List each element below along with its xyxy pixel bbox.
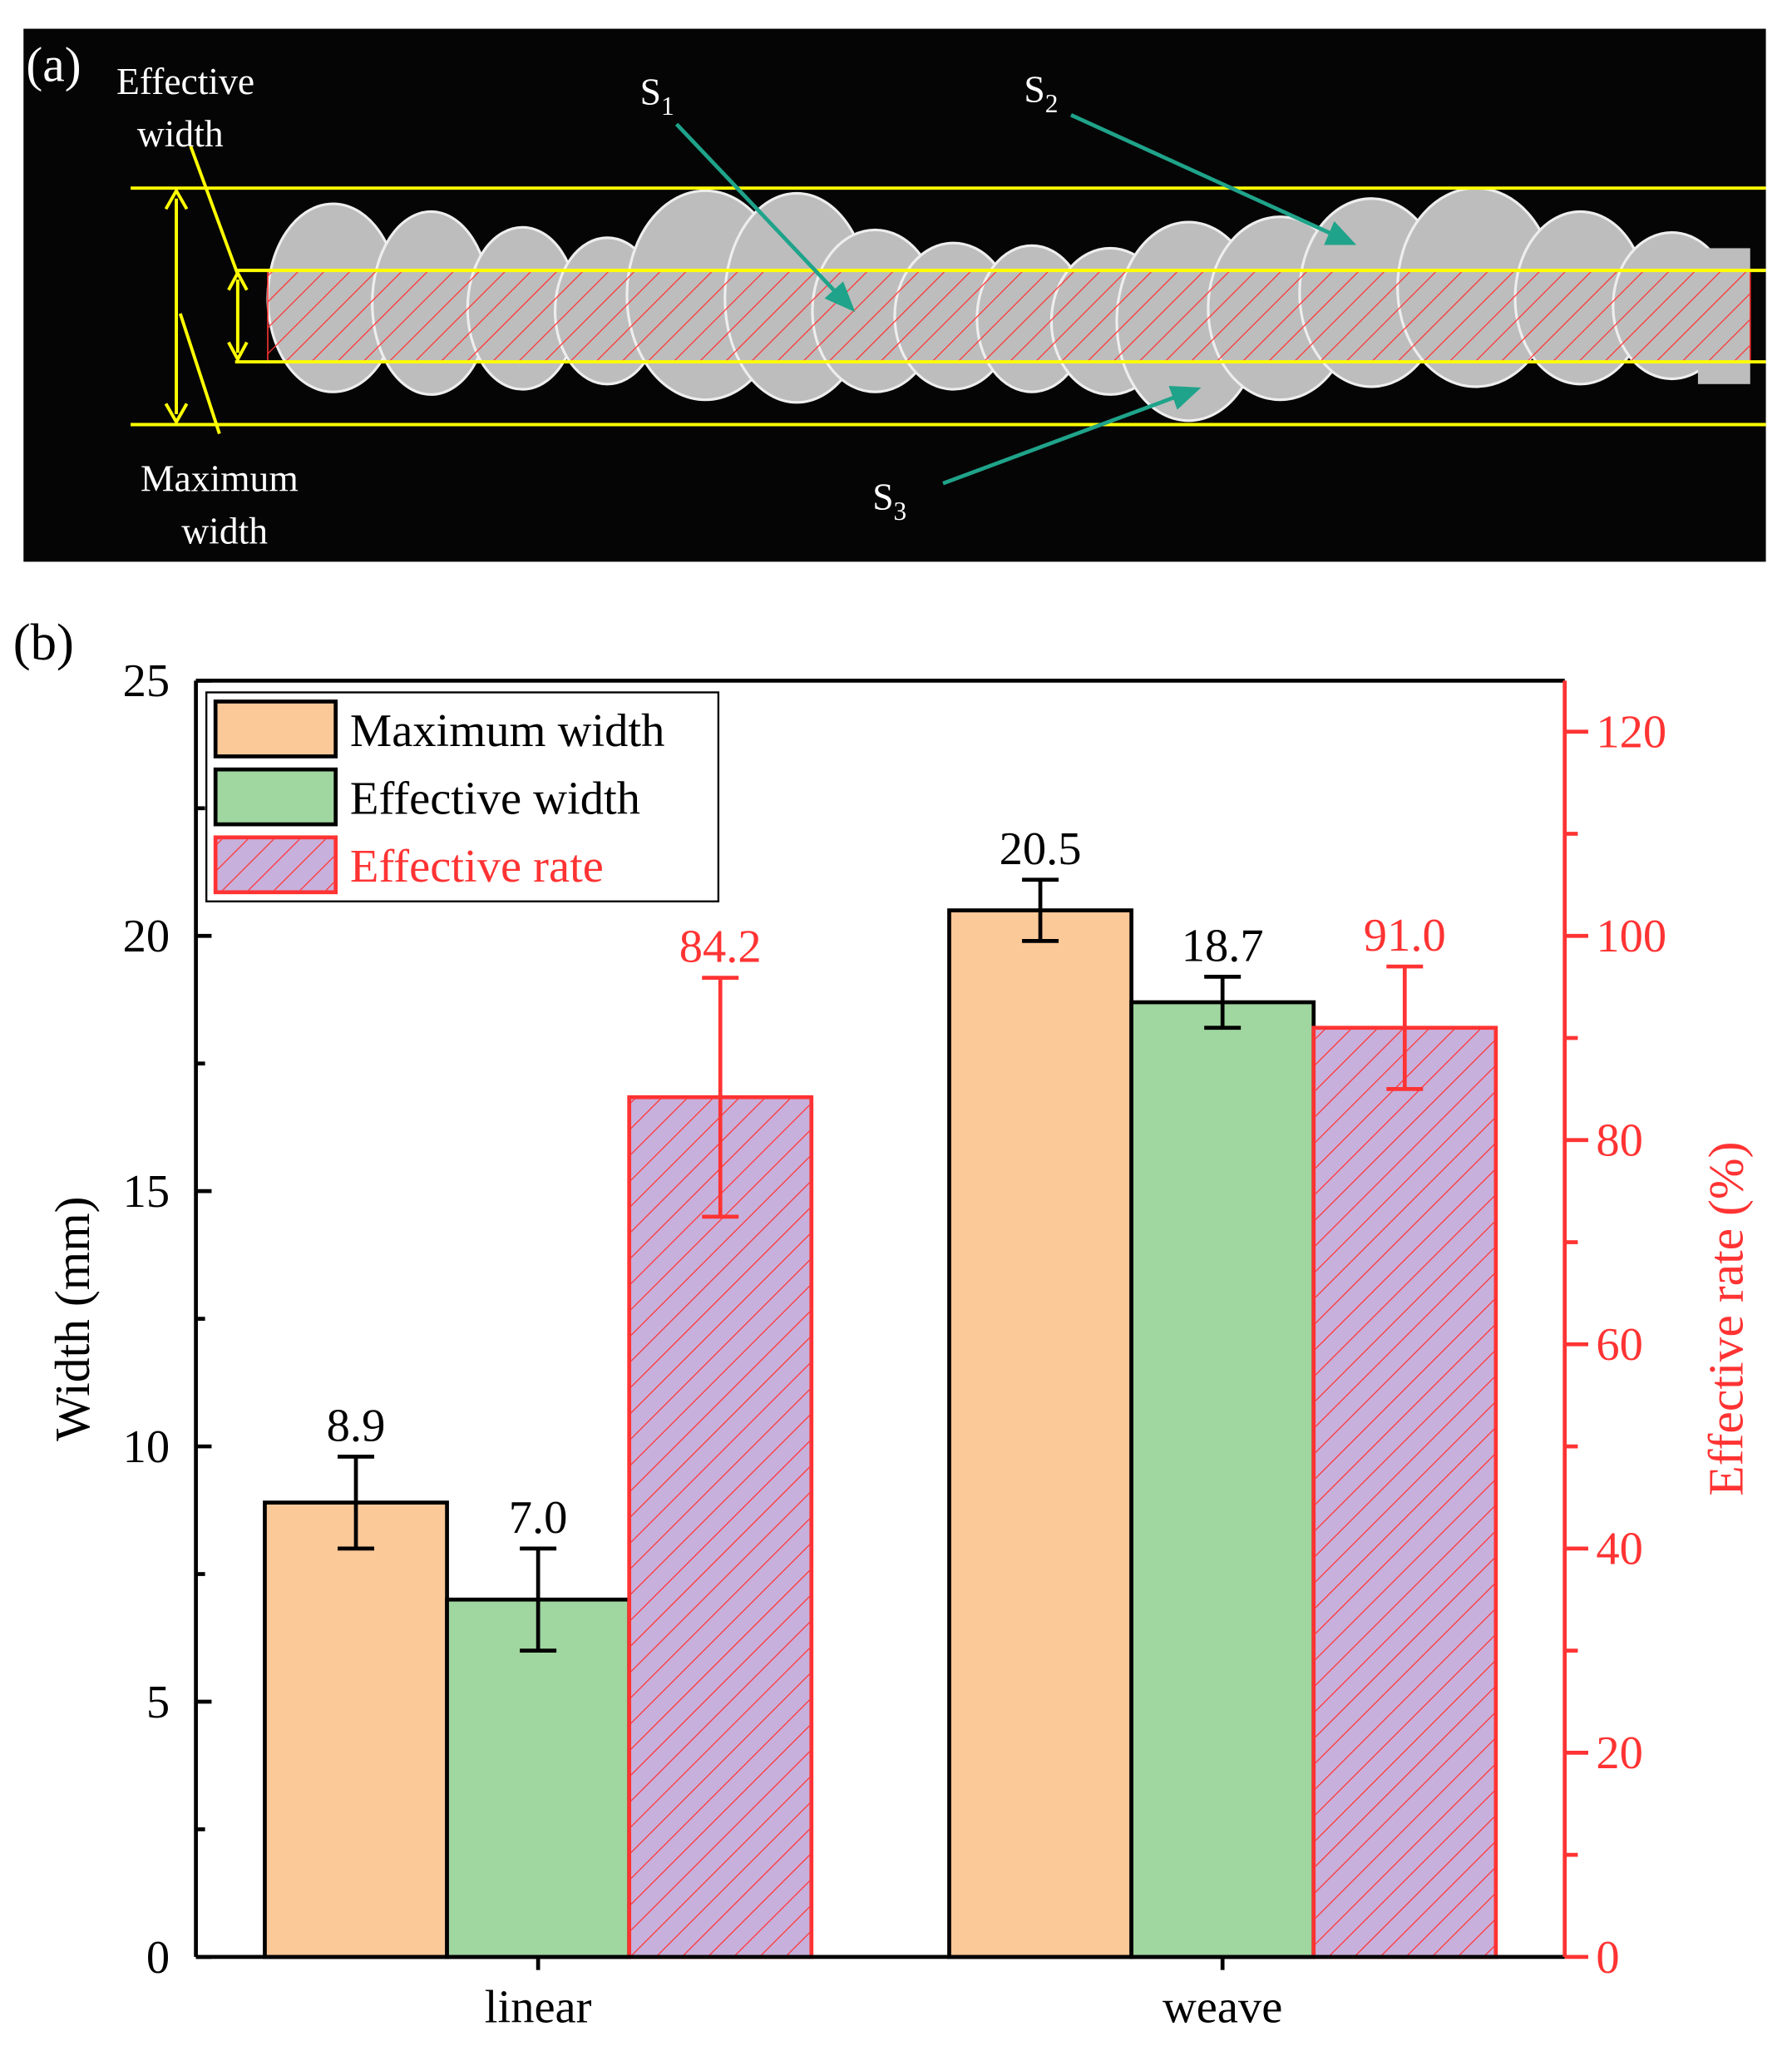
bar-hatch (1316, 1030, 1494, 1955)
bar (947, 908, 1133, 1960)
y2-tick-label: 20 (1596, 1727, 1643, 1779)
y-tick-label: 0 (146, 1932, 170, 1984)
y-tick-label: 5 (146, 1677, 170, 1728)
region-label: S3 (872, 476, 906, 526)
y2-tick-label: 60 (1596, 1319, 1643, 1371)
panel-tag: (a) (26, 37, 81, 91)
legend-label: Effective rate (350, 841, 604, 892)
region-label: S1 (640, 71, 674, 121)
value-label: 7.0 (509, 1492, 568, 1544)
bar (1129, 1000, 1316, 1960)
effective-band (267, 269, 1751, 363)
y2-axis-label: Effective rate (%) (1698, 1141, 1753, 1495)
region-sub: 3 (894, 497, 907, 526)
error-bar (338, 1455, 375, 1551)
x-tick-label: weave (1163, 1981, 1282, 2033)
x-tick-label: linear (485, 1981, 592, 2033)
y2-tick-label: 80 (1596, 1115, 1643, 1167)
legend-hatch (217, 839, 334, 891)
bar-hatch (631, 1099, 810, 1955)
value-label: 20.5 (1000, 823, 1082, 875)
bar (263, 1500, 449, 1960)
region-sub: 2 (1045, 89, 1059, 118)
error-bar (1386, 964, 1424, 1091)
chart: 8.9 20.5 7.0 18.7 84.2 91.0 0 5 10 15 20 25 0 20 40 60 8… (45, 655, 1754, 2033)
region-text: S (1024, 68, 1044, 111)
error-bar (702, 976, 739, 1219)
region-arrows (674, 113, 1357, 486)
effective-label: Effective (116, 60, 254, 102)
legend-swatch (213, 767, 338, 827)
region-text: S (640, 71, 661, 113)
value-label: 91.0 (1364, 910, 1446, 961)
y-tick-label: 10 (123, 1421, 170, 1473)
panel-tag: (b) (13, 613, 74, 671)
y-axis-label: Width (mm) (45, 1196, 100, 1441)
value-label: 8.9 (327, 1401, 386, 1452)
legend-label: Effective width (350, 773, 640, 825)
error-bar (520, 1546, 557, 1653)
y2-tick-label: 0 (1596, 1932, 1619, 1984)
region-label: S2 (1024, 68, 1058, 119)
guide-lines (131, 146, 1766, 435)
legend: Maximum width Effective width Effective ra… (205, 691, 720, 902)
maximum-label: Maximum (141, 457, 299, 500)
bar (445, 1597, 632, 1960)
value-label: 18.7 (1182, 921, 1264, 972)
y-tick-label: 15 (123, 1166, 170, 1218)
effective-label: width (137, 112, 224, 155)
y2-tick-label: 40 (1596, 1524, 1643, 1575)
region-sub: 1 (661, 91, 674, 121)
error-bar (1204, 975, 1242, 1030)
y2-tick-label: 120 (1596, 707, 1666, 759)
maximum-label: width (181, 509, 268, 551)
y2-tick-label: 100 (1596, 911, 1666, 962)
legend-swatch (213, 699, 338, 759)
y-tick-label: 25 (123, 655, 170, 707)
region-text: S (872, 476, 893, 518)
y-tick-label: 20 (123, 911, 170, 962)
panel-a: (a) Effective width Maximum width S1 S2 … (23, 28, 1766, 562)
error-bar (1022, 877, 1059, 943)
legend-label: Maximum width (350, 705, 664, 757)
value-label: 84.2 (679, 922, 762, 973)
